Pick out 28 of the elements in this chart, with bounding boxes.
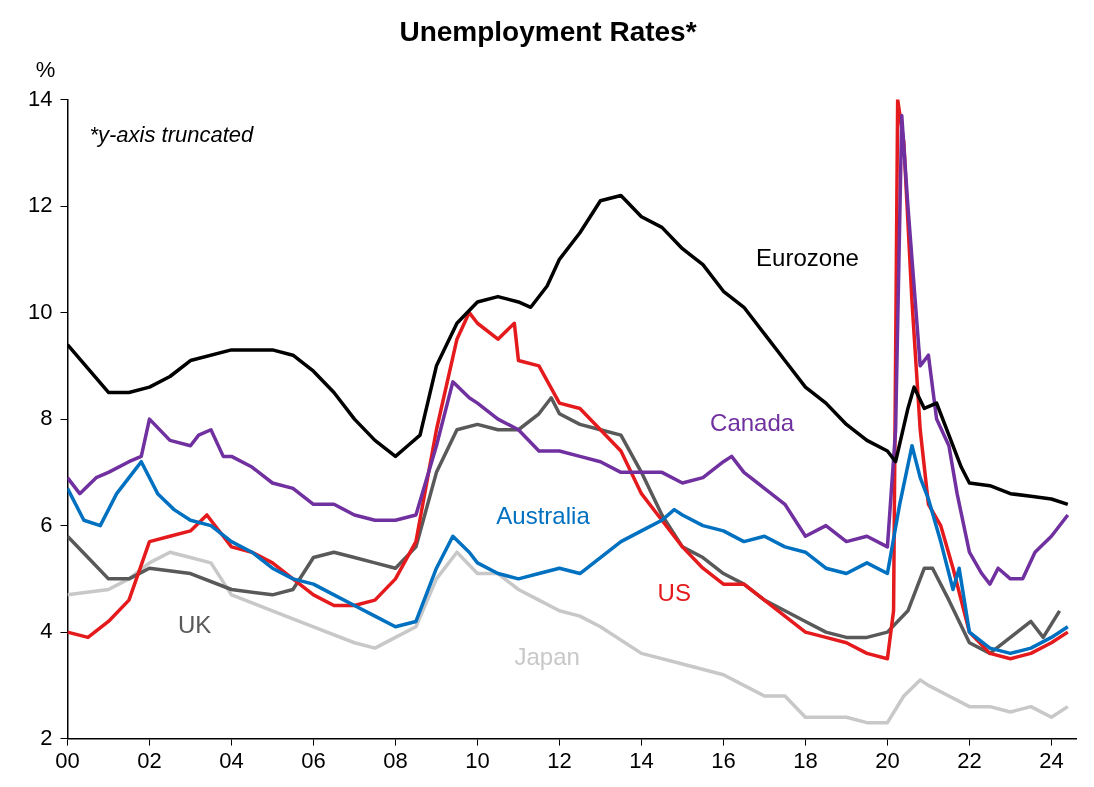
y-tick-label: 4 bbox=[40, 618, 53, 644]
series-label: UK bbox=[177, 611, 212, 639]
x-tick-label: 12 bbox=[547, 747, 572, 773]
chart-title: Unemployment Rates* bbox=[399, 15, 697, 47]
y-axis-title: % bbox=[35, 56, 56, 82]
x-tick-label: 06 bbox=[301, 747, 326, 773]
series-label: Australia bbox=[496, 502, 591, 530]
series-label: Eurozone bbox=[756, 243, 859, 271]
x-tick-label: 02 bbox=[137, 747, 162, 773]
series-label: Canada bbox=[710, 409, 795, 437]
series-label: US bbox=[657, 579, 691, 607]
x-tick-label: 18 bbox=[793, 747, 818, 773]
y-tick-label: 2 bbox=[40, 724, 53, 750]
x-tick-label: 00 bbox=[55, 747, 80, 773]
annotation: *y-axis truncated bbox=[89, 121, 255, 147]
x-tick-label: 10 bbox=[465, 747, 490, 773]
y-tick-label: 6 bbox=[40, 511, 53, 537]
x-tick-label: 16 bbox=[711, 747, 736, 773]
y-tick-label: 10 bbox=[27, 298, 53, 324]
x-tick-label: 04 bbox=[219, 747, 244, 773]
y-tick-label: 14 bbox=[27, 85, 53, 111]
x-tick-label: 24 bbox=[1039, 747, 1064, 773]
x-tick-label: 14 bbox=[629, 747, 654, 773]
x-tick-label: 22 bbox=[957, 747, 982, 773]
y-tick-label: 8 bbox=[40, 405, 53, 431]
x-tick-label: 20 bbox=[875, 747, 900, 773]
x-tick-label: 08 bbox=[383, 747, 408, 773]
y-tick-label: 12 bbox=[27, 192, 53, 218]
